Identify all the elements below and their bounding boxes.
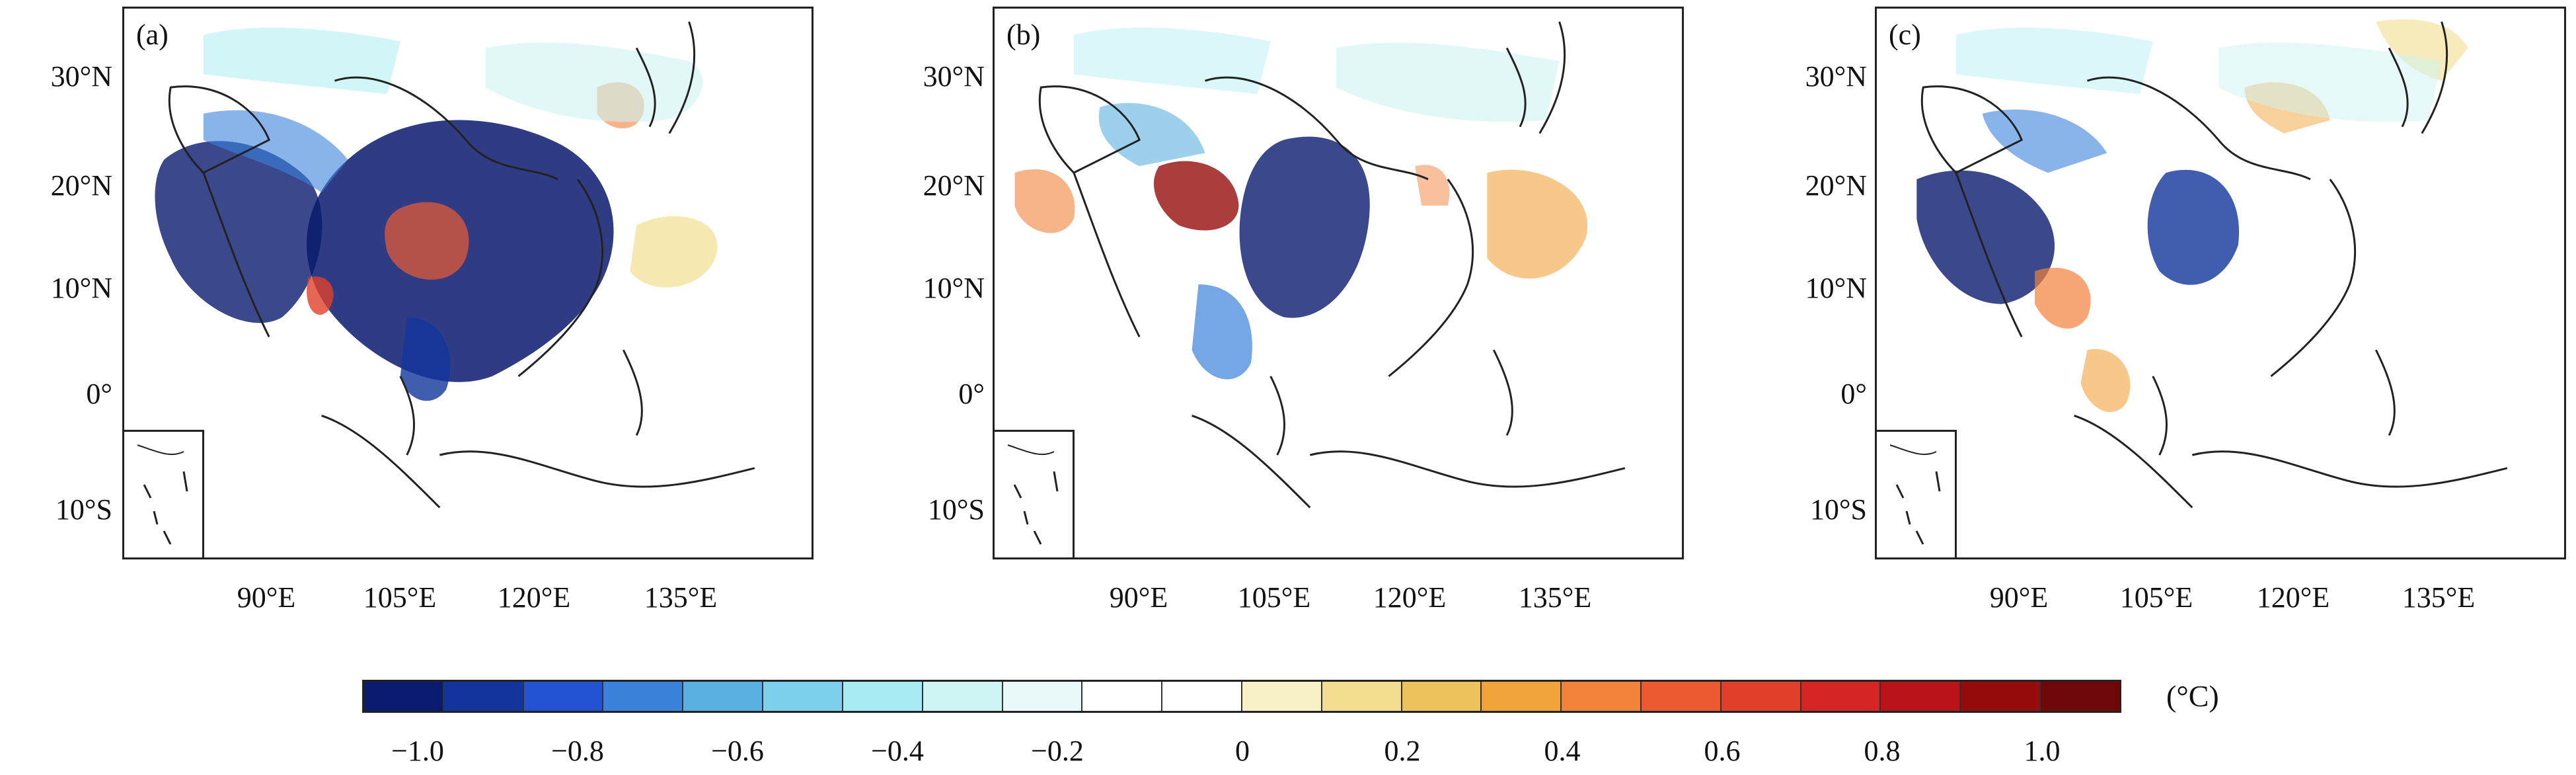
lon-label-105e: 105°E bbox=[363, 581, 437, 614]
lat-label-10n: 10°N bbox=[923, 272, 985, 304]
colorbar-swatch bbox=[1562, 682, 1642, 711]
lat-label-eq: 0° bbox=[958, 378, 985, 410]
colorbar-swatch bbox=[1242, 682, 1322, 711]
colorbar-swatch bbox=[1162, 682, 1242, 711]
lon-label-135e: 135°E bbox=[2402, 581, 2476, 614]
colorbar-swatch bbox=[1961, 682, 2041, 711]
colorbar-swatch bbox=[1881, 682, 1961, 711]
lat-label-20n: 20°N bbox=[1805, 169, 1867, 202]
temperature-field-c bbox=[1916, 19, 2508, 509]
lat-label-20n: 20°N bbox=[50, 169, 112, 202]
map-panel-a: (a) bbox=[122, 7, 814, 559]
colorbar-tick-label: −0.2 bbox=[1031, 735, 1084, 767]
lon-label-135e: 135°E bbox=[1518, 581, 1592, 614]
lat-label-30n: 30°N bbox=[1805, 60, 1867, 93]
colorbar-swatch bbox=[1642, 682, 1722, 711]
colorbar-swatch bbox=[763, 682, 843, 711]
colorbar-swatch bbox=[1322, 682, 1402, 711]
colorbar-swatch bbox=[443, 682, 524, 711]
colorbar-unit: (°C) bbox=[2166, 679, 2219, 713]
colorbar-tick-label: 0.4 bbox=[1544, 735, 1581, 767]
lat-label-eq: 0° bbox=[1840, 378, 1867, 410]
map-panel-c: (c) bbox=[1875, 7, 2566, 559]
colorbar bbox=[362, 680, 2121, 713]
colorbar-tick-label: 0.8 bbox=[1864, 735, 1901, 767]
colorbar-tick-label: −0.6 bbox=[711, 735, 764, 767]
colorbar-swatch bbox=[1801, 682, 1881, 711]
colorbar-tick-label: 1.0 bbox=[2024, 735, 2061, 767]
colorbar-tick-label: −0.4 bbox=[871, 735, 924, 767]
lon-label-135e: 135°E bbox=[644, 581, 718, 614]
colorbar-tick-label: −0.8 bbox=[551, 735, 604, 767]
map-panel-b: (b) bbox=[993, 7, 1684, 559]
lon-label-120e: 120°E bbox=[2256, 581, 2330, 614]
lon-label-90e: 90°E bbox=[1109, 581, 1168, 614]
colorbar-swatch bbox=[923, 682, 1003, 711]
lon-label-105e: 105°E bbox=[2119, 581, 2193, 614]
lat-label-eq: 0° bbox=[86, 378, 112, 410]
panel-label: (b) bbox=[1006, 19, 1041, 51]
lat-label-30n: 30°N bbox=[50, 60, 112, 93]
lat-label-30n: 30°N bbox=[923, 60, 985, 93]
colorbar-swatch bbox=[523, 682, 604, 711]
panel-label: (c) bbox=[1889, 19, 1921, 51]
colorbar-tick-label: 0 bbox=[1235, 735, 1250, 767]
colorbar-swatch bbox=[683, 682, 764, 711]
colorbar-swatch bbox=[843, 682, 923, 711]
colorbar-swatch bbox=[603, 682, 684, 711]
lon-label-90e: 90°E bbox=[237, 581, 296, 614]
south-china-sea-inset bbox=[1877, 430, 1957, 557]
colorbar-tick-label: −1.0 bbox=[391, 735, 444, 767]
lon-label-120e: 120°E bbox=[497, 581, 571, 614]
lon-label-105e: 105°E bbox=[1237, 581, 1311, 614]
lon-label-120e: 120°E bbox=[1373, 581, 1447, 614]
south-china-sea-inset bbox=[124, 430, 204, 557]
temperature-field-b bbox=[1014, 21, 1626, 509]
lon-label-90e: 90°E bbox=[1989, 581, 2049, 614]
panel-label: (a) bbox=[136, 19, 169, 51]
colorbar-swatch bbox=[1082, 682, 1163, 711]
colorbar-swatch bbox=[364, 682, 444, 711]
lat-label-10n: 10°N bbox=[1805, 272, 1867, 304]
colorbar-swatch bbox=[1482, 682, 1562, 711]
colorbar-swatch bbox=[2041, 682, 2119, 711]
colorbar-swatch bbox=[1003, 682, 1083, 711]
colorbar-tick-label: 0.6 bbox=[1704, 735, 1741, 767]
south-china-sea-inset bbox=[995, 430, 1075, 557]
colorbar-swatch bbox=[1402, 682, 1482, 711]
lat-label-20n: 20°N bbox=[923, 169, 985, 202]
lat-label-10s: 10°S bbox=[55, 493, 112, 526]
lat-label-10s: 10°S bbox=[1809, 493, 1867, 526]
temperature-field-a bbox=[155, 21, 755, 509]
lat-label-10n: 10°N bbox=[50, 272, 112, 304]
colorbar-swatch bbox=[1721, 682, 1801, 711]
lat-label-10s: 10°S bbox=[927, 493, 985, 526]
colorbar-tick-label: 0.2 bbox=[1384, 735, 1421, 767]
